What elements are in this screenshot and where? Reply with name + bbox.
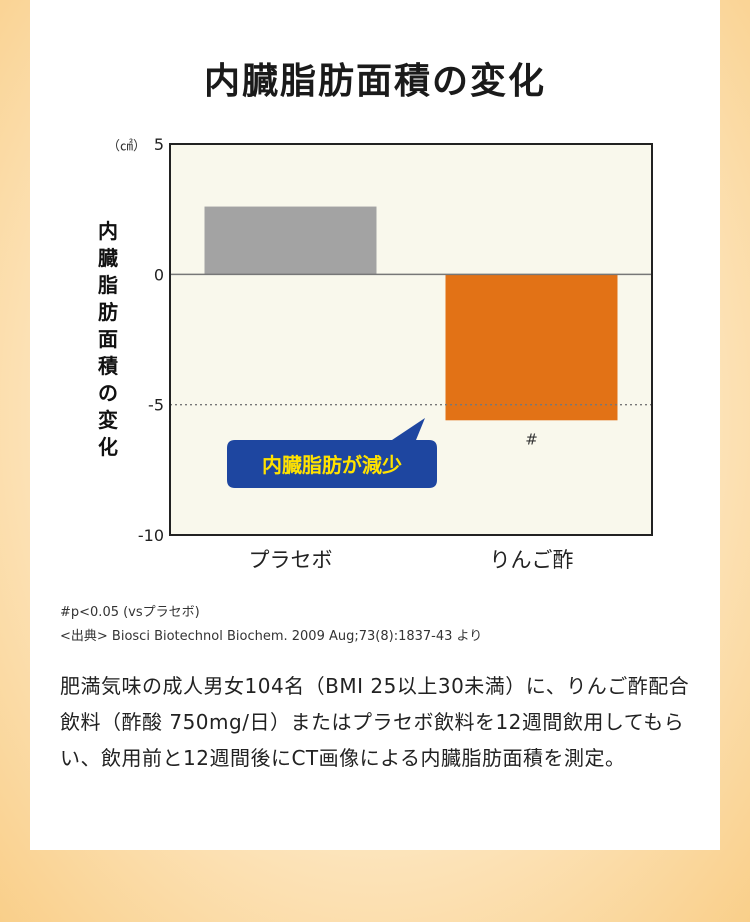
y-tick-label: -10	[138, 526, 164, 545]
y-axis-label: 内臓脂肪面積の変化	[97, 219, 119, 459]
y-axis-label-char: 脂	[98, 273, 118, 297]
y-axis-label-char: の	[98, 381, 118, 405]
chart-title: 内臓脂肪面積の変化	[203, 61, 546, 102]
significance-note: #p<0.05 (vsプラセボ)	[60, 605, 200, 620]
bar-2	[445, 274, 618, 421]
callout-text: 内臓脂肪が減少	[262, 453, 402, 477]
bar-chart: 5 0 -5 -10 （㎠） 内臓脂肪面積の変化 プラセボ りんご酢 # 内臓脂肪が減少	[97, 135, 653, 572]
plot-frame	[169, 143, 653, 536]
x-tick-label: りんご酢	[490, 548, 574, 572]
callout: 内臓脂肪が減少	[227, 418, 437, 488]
y-axis-label-char: 内	[98, 219, 118, 243]
callout-bubble	[227, 418, 437, 488]
y-axis-label-char: 面	[98, 327, 118, 351]
bar-1	[204, 206, 377, 275]
x-tick-label: プラセボ	[249, 548, 333, 572]
unit-label: （㎠）	[107, 139, 146, 154]
y-axis-label-char: 変	[98, 408, 118, 432]
y-tick-label: 5	[154, 135, 164, 154]
y-axis-label-char: 肪	[98, 300, 118, 324]
y-tick-label: -5	[148, 396, 164, 415]
source-note: <出典> Biosci Biotechnol Biochem. 2009 Aug…	[60, 629, 483, 644]
significance-mark: #	[525, 430, 538, 448]
y-axis-label-char: 積	[98, 354, 119, 378]
content-card: 内臓脂肪面積の変化 5 0 -5 -10 （㎠） 内臓脂肪面積の変化 プラセボ りんご酢…	[30, 0, 720, 850]
y-tick-label: 0	[154, 265, 164, 284]
y-axis-label-char: 臓	[97, 246, 118, 270]
y-axis-label-char: 化	[98, 435, 118, 459]
study-description: 肥満気味の成人男女104名（BMI 25以上30未満）に、りんご酢配合飲料（酢酸…	[60, 674, 690, 770]
